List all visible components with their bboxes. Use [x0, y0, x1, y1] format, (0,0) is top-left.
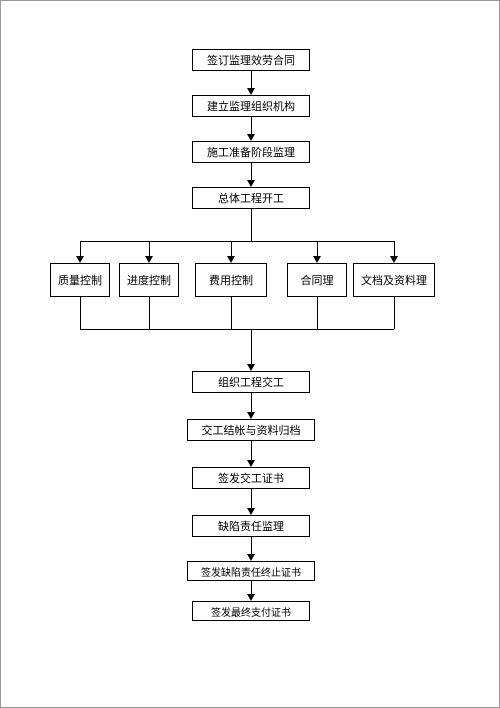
arrow-icon	[247, 180, 255, 187]
arrow-icon	[247, 412, 255, 419]
node-quality-control: 质量控制	[50, 263, 110, 297]
arrow-icon	[247, 134, 255, 141]
arrow-icon	[313, 256, 321, 263]
node-label: 建立监理组织机构	[207, 98, 295, 114]
connector-v	[80, 241, 81, 256]
connector-v	[251, 117, 252, 134]
node-establish-org: 建立监理组织机构	[192, 95, 310, 117]
arrow-icon	[247, 508, 255, 515]
arrow-icon	[390, 256, 398, 263]
connector-v	[149, 297, 150, 329]
connector-v	[231, 241, 232, 256]
node-defect-supervision: 缺陷责任监理	[192, 515, 310, 537]
arrow-icon	[247, 364, 255, 371]
connector-v	[251, 329, 252, 364]
arrow-icon	[76, 256, 84, 263]
node-label: 费用控制	[209, 272, 253, 288]
connector-v	[394, 241, 395, 256]
node-issue-completion-cert: 签发交工证书	[192, 467, 310, 489]
arrow-icon	[247, 460, 255, 467]
connector-h-split	[80, 241, 394, 242]
node-sign-contract: 签订监理效劳合同	[192, 49, 310, 71]
connector-v	[251, 581, 252, 594]
node-document-mgmt: 文档及资料理	[353, 263, 435, 297]
arrow-icon	[247, 554, 255, 561]
node-start-project: 总体工程开工	[192, 187, 310, 209]
connector-h-merge	[80, 329, 394, 330]
node-contract-mgmt: 合同理	[287, 263, 347, 297]
node-cost-control: 费用控制	[195, 263, 267, 297]
arrow-icon	[227, 256, 235, 263]
connector-v	[231, 297, 232, 329]
node-label: 缺陷责任监理	[218, 518, 284, 534]
connector-v	[251, 441, 252, 460]
arrow-icon	[247, 88, 255, 95]
connector-v	[317, 297, 318, 329]
connector-v	[251, 163, 252, 180]
node-label: 签发缺陷责任终止证书	[201, 564, 301, 579]
node-label: 总体工程开工	[218, 190, 284, 206]
node-label: 签发最终支付证书	[211, 604, 291, 619]
node-label: 文档及资料理	[361, 272, 427, 288]
connector-v	[149, 241, 150, 256]
connector-v	[251, 209, 252, 241]
node-label: 进度控制	[127, 272, 171, 288]
node-label: 签订监理效劳合同	[207, 52, 295, 68]
node-final-payment-cert: 签发最终支付证书	[192, 601, 310, 621]
node-label: 施工准备阶段监理	[207, 144, 295, 160]
arrow-icon	[247, 594, 255, 601]
node-label: 组织工程交工	[218, 374, 284, 390]
node-label: 交工结帐与资料归档	[202, 422, 301, 438]
connector-v	[251, 537, 252, 554]
node-org-completion: 组织工程交工	[192, 371, 310, 393]
node-settlement-archive: 交工结帐与资料归档	[187, 419, 315, 441]
node-label: 合同理	[301, 272, 334, 288]
node-prep-supervision: 施工准备阶段监理	[192, 141, 310, 163]
connector-v	[251, 489, 252, 508]
node-label: 质量控制	[58, 272, 102, 288]
node-progress-control: 进度控制	[119, 263, 179, 297]
arrow-icon	[145, 256, 153, 263]
connector-v	[251, 393, 252, 412]
connector-v	[251, 71, 252, 88]
connector-v	[317, 241, 318, 256]
connector-v	[394, 297, 395, 329]
connector-v	[80, 297, 81, 329]
node-label: 签发交工证书	[218, 470, 284, 486]
node-defect-cert: 签发缺陷责任终止证书	[187, 561, 315, 581]
